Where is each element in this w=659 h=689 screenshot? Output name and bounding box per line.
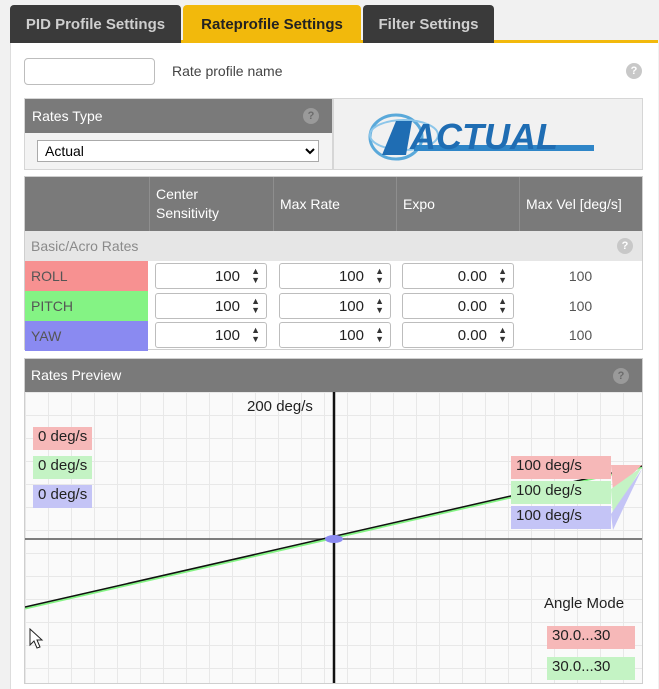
value: 100 (338, 268, 364, 285)
question-icon[interactable]: ? (613, 368, 629, 384)
actual-logo: ACTUAL (333, 98, 643, 170)
yaw-current-rate: 0 deg/s (33, 485, 93, 508)
spinner-icon[interactable]: ▲ ▼ (251, 266, 260, 285)
header-max-vel: Max Vel [deg/s] (519, 177, 642, 231)
value: 0.00 (457, 268, 487, 285)
yaw-center-input[interactable]: 100 ▲ ▼ (155, 322, 267, 348)
axis-label-roll: ROLL (25, 261, 148, 291)
tab-rateprofile[interactable]: Rateprofile Settings (183, 5, 361, 43)
axis-label-pitch: PITCH (25, 291, 148, 321)
pitch-max-vel: 100 (568, 298, 593, 314)
roll-center-input[interactable]: 100 ▲ ▼ (155, 263, 267, 289)
value: 100 (338, 298, 364, 315)
rates-preview-title: Rates Preview (25, 359, 642, 392)
angle-mode-label: Angle Mode (544, 595, 625, 612)
rates-type-box: Rates Type ? Actual (24, 98, 333, 170)
value: 100 (338, 327, 364, 344)
header-expo: Expo (396, 177, 519, 231)
tab-label: PID Profile Settings (25, 15, 166, 33)
stick-position-marker (325, 535, 343, 543)
rates-type-title: Rates Type (25, 99, 332, 133)
tab-pid-profile[interactable]: PID Profile Settings (10, 5, 181, 43)
spinner-icon[interactable]: ▲ ▼ (375, 296, 384, 315)
max-rate-axis-label: 200 deg/s (247, 398, 313, 415)
rates-preview: Rates Preview ? 200 deg/s 0 deg/s 0 deg/… (24, 358, 643, 684)
rates-table: Center Sensitivity Max Rate Expo Max Vel… (24, 176, 643, 351)
spinner-icon[interactable]: ▲ ▼ (375, 266, 384, 285)
spinner-icon[interactable]: ▲ ▼ (498, 266, 507, 285)
tab-label: Filter Settings (378, 15, 479, 33)
roll-expo-input[interactable]: 0.00 ▲ ▼ (402, 263, 514, 289)
pitch-center-input[interactable]: 100 ▲ ▼ (155, 293, 267, 319)
roll-max-vel: 100 (568, 268, 593, 284)
yaw-max-vel: 100 (568, 327, 593, 343)
rates-curve-svg (25, 392, 642, 683)
rates-table-header: Center Sensitivity Max Rate Expo Max Vel… (25, 177, 642, 231)
roll-angle-range: 30.0...30 (547, 626, 635, 649)
yaw-max-rate: 100 deg/s (511, 506, 611, 529)
yaw-maxrate-input[interactable]: 100 ▲ ▼ (279, 322, 391, 348)
value: 100 (214, 268, 240, 285)
spinner-icon[interactable]: ▲ ▼ (251, 296, 260, 315)
section-label: Basic/Acro Rates (31, 238, 139, 254)
yaw-pointer (611, 469, 642, 530)
spinner-icon[interactable]: ▲ ▼ (375, 325, 384, 344)
roll-current-rate: 0 deg/s (33, 427, 93, 450)
basic-acro-section: Basic/Acro Rates (25, 231, 642, 261)
value: 0.00 (457, 298, 487, 315)
question-icon[interactable]: ? (626, 63, 642, 79)
question-icon[interactable]: ? (303, 108, 319, 124)
axis-label-yaw: YAW (25, 321, 148, 351)
pitch-expo-input[interactable]: 0.00 ▲ ▼ (402, 293, 514, 319)
pitch-maxrate-input[interactable]: 100 ▲ ▼ (279, 293, 391, 319)
pitch-current-rate: 0 deg/s (33, 456, 93, 479)
spinner-icon[interactable]: ▲ ▼ (498, 325, 507, 344)
spinner-icon[interactable]: ▲ ▼ (251, 325, 260, 344)
question-icon[interactable]: ? (617, 238, 633, 254)
rate-profile-name-label: Rate profile name (172, 63, 283, 79)
rate-profile-name-input[interactable] (24, 58, 155, 85)
spinner-icon[interactable]: ▲ ▼ (498, 296, 507, 315)
tab-label: Rateprofile Settings (201, 15, 343, 33)
value: 100 (214, 298, 240, 315)
header-max-rate: Max Rate (273, 177, 396, 231)
roll-maxrate-input[interactable]: 100 ▲ ▼ (279, 263, 391, 289)
tab-bar: PID Profile Settings Rateprofile Setting… (10, 5, 658, 43)
rates-curve-plot: 200 deg/s 0 deg/s 0 deg/s 0 deg/s 100 de… (25, 392, 642, 683)
value: 0.00 (457, 327, 487, 344)
rates-type-select[interactable]: Actual (37, 140, 319, 162)
pitch-max-rate: 100 deg/s (511, 481, 611, 504)
mouse-cursor-icon (29, 628, 44, 649)
pitch-angle-range: 30.0...30 (547, 657, 635, 680)
value: 100 (214, 327, 240, 344)
header-center-sensitivity: Center Sensitivity (149, 177, 272, 231)
actual-logo-text: ACTUAL (409, 116, 558, 157)
roll-max-rate: 100 deg/s (511, 456, 611, 479)
actual-logo-graphic: ACTUAL (368, 113, 594, 161)
yaw-expo-input[interactable]: 0.00 ▲ ▼ (402, 322, 514, 348)
tab-filter-settings[interactable]: Filter Settings (363, 5, 494, 43)
